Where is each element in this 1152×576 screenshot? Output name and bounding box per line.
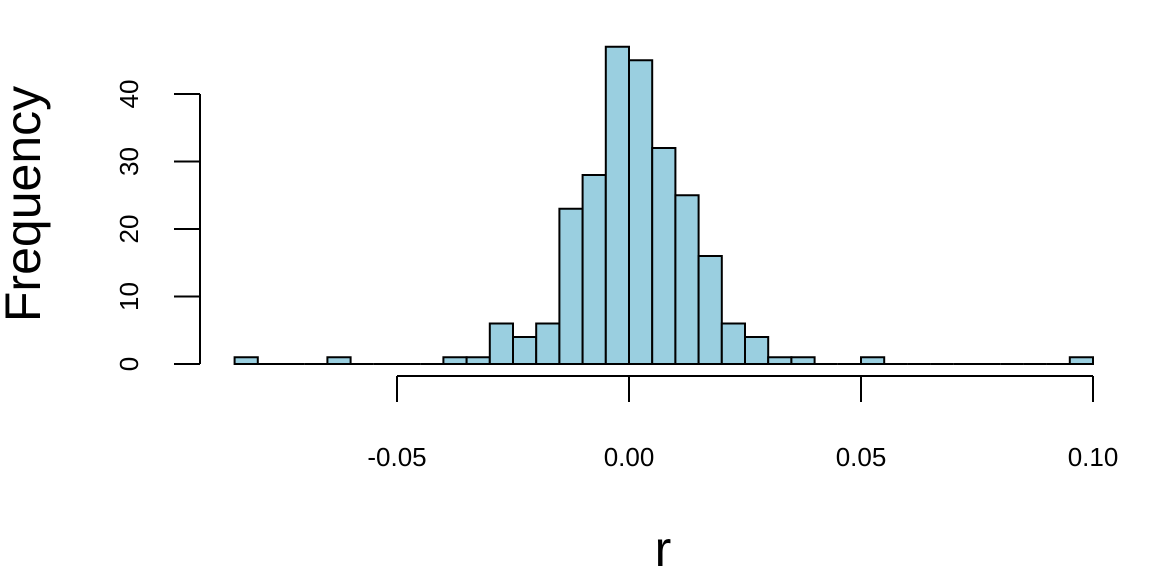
y-axis-title: Frequency (0, 86, 51, 322)
x-tick-label: 0.10 (1068, 442, 1119, 472)
histogram-bar (860, 356, 886, 365)
histogram-bar (744, 336, 770, 365)
histogram-bar (720, 322, 746, 365)
y-tick-label: 40 (114, 80, 144, 109)
histogram-bar (535, 322, 561, 365)
y-tick-label: 0 (114, 357, 144, 371)
histogram-bar (697, 255, 723, 365)
y-tick-label: 10 (114, 282, 144, 311)
histogram-bar (488, 322, 514, 365)
x-axis: -0.05 0.00 0.05 0.10 (367, 375, 1119, 472)
histogram-bar (790, 356, 816, 365)
histogram-bar (465, 356, 491, 365)
histogram-bar (674, 194, 700, 365)
histogram-bars (233, 45, 1095, 365)
y-tick-label: 30 (114, 147, 144, 176)
histogram-bar (767, 356, 793, 365)
histogram-bar (512, 336, 538, 365)
x-tick-label: -0.05 (367, 442, 426, 472)
x-tick-label: 0.05 (836, 442, 887, 472)
histogram-bar (604, 45, 630, 365)
histogram-bar (628, 59, 654, 365)
histogram-bar (233, 356, 259, 365)
x-tick-label: 0.00 (604, 442, 655, 472)
histogram-bar (442, 356, 468, 365)
histogram-bar (581, 174, 607, 365)
histogram-bar (651, 147, 677, 365)
histogram-bar (1068, 356, 1095, 365)
y-tick-label: 20 (114, 215, 144, 244)
histogram-bar (558, 207, 584, 365)
y-axis: 0 10 20 30 40 (114, 80, 201, 371)
x-axis-title: r (655, 521, 672, 576)
histogram-bar (326, 356, 352, 365)
